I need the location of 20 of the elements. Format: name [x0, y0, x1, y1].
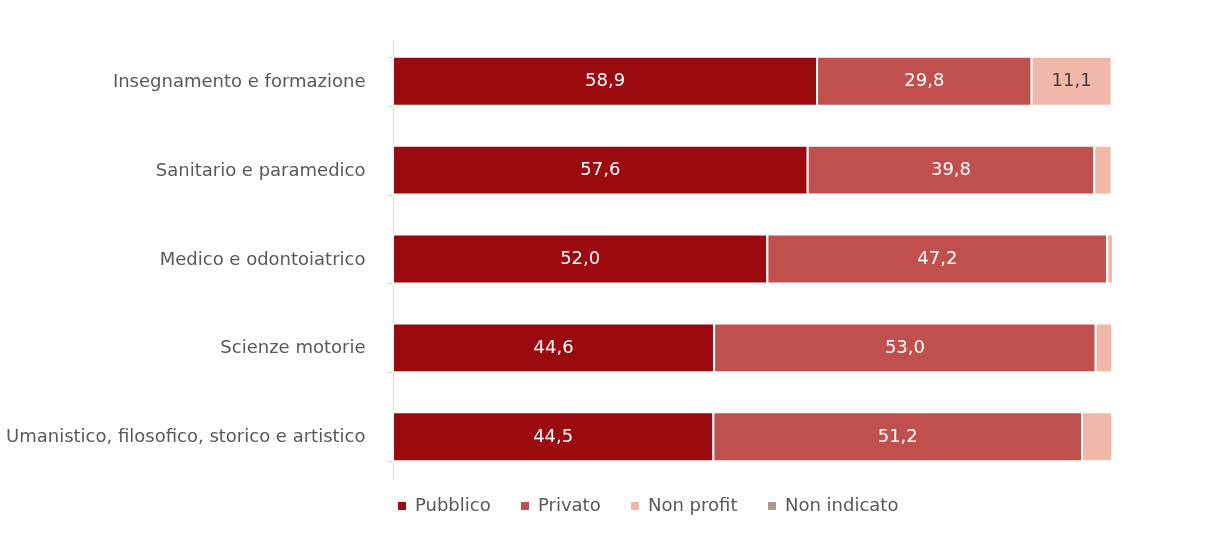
legend-label: Non profit [648, 494, 738, 515]
legend-label: Pubblico [415, 494, 491, 515]
y-tick-label: Medico e odontoiatrico [159, 247, 366, 269]
legend-label: Privato [538, 494, 601, 515]
y-tick-label: Sanitario e paramedico [155, 158, 366, 180]
y-tick-label: Umanistico, filosofico, storico e artistico [6, 425, 366, 447]
data-label: 53,0 [884, 335, 925, 357]
data-label: 47,2 [917, 247, 958, 268]
data-label: 57,6 [580, 158, 621, 180]
data-label: 44,6 [533, 335, 574, 357]
y-tick-label: Scienze motorie [220, 336, 366, 358]
data-label: 44,5 [533, 424, 574, 446]
data-label: 52,0 [560, 247, 601, 268]
data-label: 58,9 [585, 69, 626, 91]
data-label: 11,1 [1051, 69, 1092, 91]
legend-label: Non indicato [785, 494, 899, 515]
data-label: 39,8 [930, 158, 972, 180]
y-tick-label: Insegnamento e formazione [112, 69, 366, 91]
data-label: 51,2 [877, 424, 918, 446]
data-label: 29,8 [904, 69, 945, 91]
